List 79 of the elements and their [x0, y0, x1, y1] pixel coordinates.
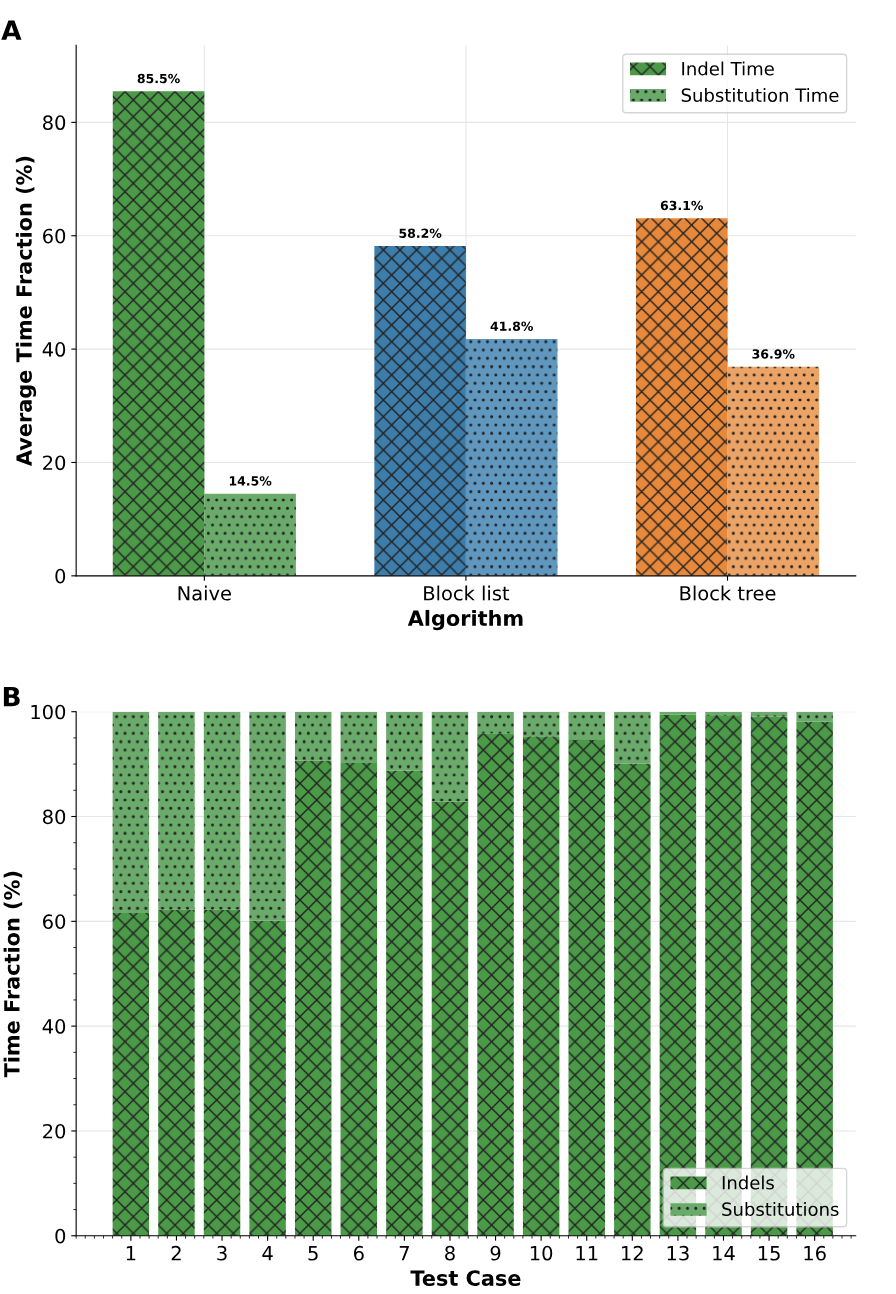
- bar: [477, 711, 514, 734]
- x-axis-title: Algorithm: [407, 609, 523, 631]
- text: B: [3, 686, 20, 707]
- bar: [431, 711, 469, 802]
- bar: [614, 711, 651, 764]
- x-tick-label: 4: [262, 1246, 273, 1261]
- y-tick-label: 20: [43, 1123, 66, 1139]
- x-axis-title: Test Case: [410, 1270, 521, 1286]
- bar: [203, 909, 241, 1236]
- legend-label: Indel Time: [682, 61, 774, 76]
- bar: [203, 711, 241, 910]
- y-tick-label: 80: [43, 115, 66, 131]
- bar: [659, 711, 697, 715]
- bar: [522, 711, 560, 737]
- bar: [614, 763, 651, 1236]
- x-tick-label: 9: [490, 1245, 501, 1261]
- y-tick-label: 100: [31, 704, 66, 720]
- bar: [796, 711, 833, 722]
- bar: [431, 801, 469, 1236]
- y-tick-label: 0: [55, 1228, 66, 1244]
- data-label: 63.1%: [660, 200, 704, 211]
- bar: [204, 493, 296, 576]
- legend-label: Substitutions: [722, 1202, 839, 1217]
- x-tick-label: 15: [758, 1246, 780, 1261]
- x-tick-label: 10: [530, 1245, 553, 1261]
- data-label: 41.8%: [490, 321, 533, 331]
- y-tick-label: 80: [43, 809, 66, 825]
- y-tick-label: 40: [42, 1019, 66, 1034]
- data-label: 85.5%: [137, 73, 180, 84]
- bar: [294, 760, 332, 1236]
- y-tick-label: 40: [42, 342, 66, 357]
- bar: [477, 733, 514, 1236]
- x-tick-label: 16: [804, 1245, 826, 1261]
- x-tick-label: Naive: [178, 585, 231, 601]
- x-tick-label: Block tree: [680, 585, 776, 601]
- x-tick-label: 14: [713, 1246, 735, 1261]
- bar: [158, 909, 195, 1236]
- data-label: 58.2%: [399, 228, 442, 238]
- bar: [522, 736, 560, 1236]
- bar: [112, 711, 150, 913]
- bar: [340, 711, 378, 764]
- text: A: [1, 20, 22, 40]
- x-tick-label: Block list: [424, 585, 510, 601]
- x-tick-label: 6: [353, 1245, 364, 1261]
- data-label: 14.5%: [229, 476, 272, 486]
- bar: [294, 711, 332, 761]
- x-tick-label: 11: [576, 1246, 598, 1261]
- bar: [568, 711, 605, 740]
- x-tick-label: 3: [217, 1245, 227, 1261]
- bar: [465, 338, 558, 576]
- bar: [386, 770, 423, 1236]
- bar: [705, 711, 742, 716]
- x-tick-label: 7: [399, 1246, 409, 1261]
- y-tick-label: 60: [43, 914, 66, 929]
- bar: [112, 912, 150, 1236]
- bar: [112, 91, 205, 576]
- bar: [374, 245, 466, 576]
- bar: [249, 711, 286, 921]
- bar: [158, 711, 195, 910]
- bar: [635, 218, 728, 576]
- data-label: 36.9%: [752, 349, 795, 359]
- legend-label: Substitution Time: [681, 88, 839, 103]
- bar: [727, 366, 820, 576]
- y-tick-label: 60: [43, 228, 66, 244]
- x-tick-label: 1: [126, 1246, 136, 1261]
- bar: [249, 920, 286, 1236]
- y-tick-label: 20: [43, 455, 66, 471]
- bar: [340, 763, 378, 1236]
- x-tick-label: 2: [171, 1245, 181, 1261]
- x-tick-label: 8: [445, 1245, 455, 1261]
- x-tick-label: 5: [308, 1246, 318, 1261]
- x-tick-label: 13: [667, 1245, 689, 1261]
- x-tick-label: 12: [622, 1245, 643, 1261]
- y-tick-label: 0: [55, 568, 66, 584]
- legend-label: Indels: [722, 1175, 774, 1190]
- bar: [386, 711, 423, 771]
- y-axis-title: Average Time Fraction (%): [15, 156, 37, 467]
- y-axis-title: Time Fraction (%): [3, 871, 23, 1078]
- bar: [568, 740, 605, 1236]
